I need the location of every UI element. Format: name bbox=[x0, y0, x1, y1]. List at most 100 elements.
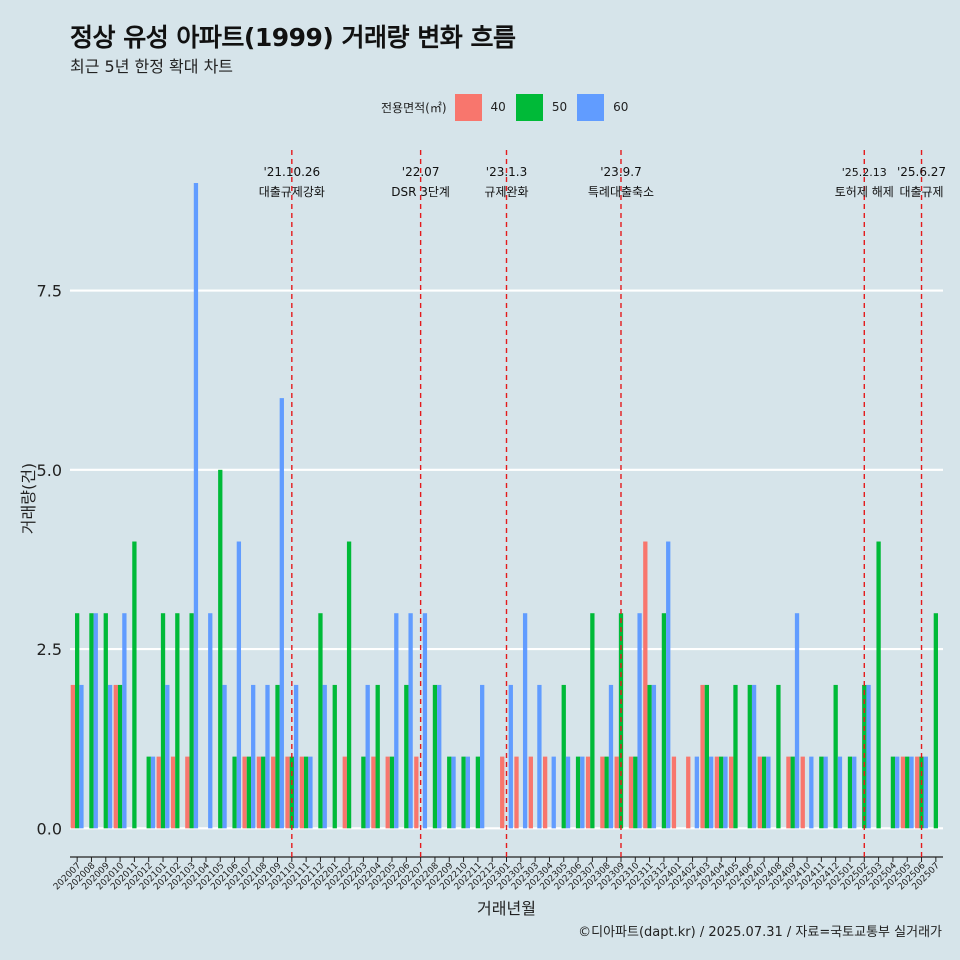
bar-60-202311 bbox=[651, 684, 657, 829]
bar-50-202307 bbox=[590, 613, 595, 829]
bar-50-202203 bbox=[361, 756, 366, 829]
bar-50-202111 bbox=[303, 756, 309, 829]
event-date: '21.10.26 bbox=[263, 165, 320, 179]
bar-60-202306 bbox=[580, 756, 585, 829]
bar-50-202009 bbox=[103, 613, 108, 829]
bar-50-202311 bbox=[647, 684, 652, 829]
bar-60-202108 bbox=[265, 684, 270, 829]
bar-60-202106 bbox=[236, 541, 242, 829]
event-label: 토허제 해제 bbox=[835, 185, 894, 199]
bar-40-202309 bbox=[614, 756, 619, 829]
bar-50-202201 bbox=[332, 684, 337, 829]
bar-40-202103 bbox=[185, 756, 190, 829]
bar-50-202106 bbox=[232, 756, 237, 829]
bar-60-202301 bbox=[508, 684, 513, 829]
bar-60-202310 bbox=[637, 613, 642, 829]
legend-item-40: 40 bbox=[454, 93, 506, 121]
bar-50-202308 bbox=[604, 756, 609, 829]
bar-40-202404 bbox=[714, 756, 720, 829]
bar-50-202405 bbox=[733, 684, 738, 829]
bar-40-202308 bbox=[600, 756, 605, 829]
y-tick-label: 5.0 bbox=[37, 461, 62, 480]
bar-40-202202 bbox=[342, 756, 347, 829]
bar-50-202102 bbox=[175, 613, 180, 829]
bar-40-202506 bbox=[915, 756, 920, 829]
bar-50-202312 bbox=[661, 613, 667, 829]
y-tick-label: 0.0 bbox=[37, 819, 62, 838]
bar-60-202103 bbox=[193, 183, 199, 829]
bar-60-202209 bbox=[451, 756, 456, 829]
bar-40-202307 bbox=[585, 756, 591, 829]
bar-60-202111 bbox=[308, 756, 313, 829]
bar-60-202308 bbox=[608, 684, 614, 829]
bar-60-202211 bbox=[480, 684, 485, 829]
bar-40-202301 bbox=[500, 756, 505, 829]
bar-60-202207 bbox=[422, 613, 428, 829]
event-label: 특례대출축소 bbox=[588, 185, 654, 199]
source-caption: ©디아파트(dapt.kr) / 2025.07.31 / 자료=국토교통부 실… bbox=[578, 925, 942, 940]
legend-swatch-60 bbox=[577, 93, 605, 121]
bar-40-202101 bbox=[156, 756, 161, 829]
bar-60-202402 bbox=[694, 756, 699, 829]
bar-60-202303 bbox=[537, 684, 542, 829]
bar-50-202507 bbox=[933, 613, 938, 829]
bar-40-202310 bbox=[628, 756, 634, 829]
event-label: 대출규제강화 bbox=[259, 185, 325, 199]
bar-50-202412 bbox=[833, 684, 838, 829]
bar-60-202110 bbox=[293, 684, 299, 829]
bar-50-202403 bbox=[704, 684, 710, 829]
bar-60-202107 bbox=[251, 684, 256, 829]
bar-60-202009 bbox=[107, 684, 113, 829]
bar-60-202302 bbox=[522, 613, 528, 829]
event-label: DSR 3단계 bbox=[391, 185, 450, 199]
bar-60-202505 bbox=[909, 756, 914, 829]
bar-60-202206 bbox=[408, 613, 413, 829]
bar-50-202012 bbox=[146, 756, 151, 829]
event-date: '25.6.27 bbox=[897, 165, 946, 179]
bar-40-202405 bbox=[729, 756, 734, 829]
legend-item-60: 60 bbox=[577, 93, 629, 121]
bar-50-202108 bbox=[261, 756, 266, 829]
legend-label-60: 60 bbox=[613, 100, 629, 114]
bar-60-202205 bbox=[394, 613, 399, 829]
bar-40-202505 bbox=[900, 756, 906, 829]
bar-50-202202 bbox=[346, 541, 352, 829]
bar-50-202306 bbox=[575, 756, 581, 829]
bar-40-202204 bbox=[371, 756, 376, 829]
event-date: '23.9.7 bbox=[600, 165, 641, 179]
bar-50-202407 bbox=[761, 756, 767, 829]
event-date: '22.07 bbox=[402, 165, 440, 179]
bar-50-202011 bbox=[132, 541, 137, 829]
bar-40-202109 bbox=[271, 756, 276, 829]
bar-40-202107 bbox=[242, 756, 247, 829]
bar-60-202409 bbox=[794, 613, 800, 829]
legend-label-40: 40 bbox=[490, 100, 506, 114]
bar-40-202407 bbox=[757, 756, 762, 829]
x-axis-title: 거래년월 bbox=[477, 899, 536, 918]
bar-40-202010 bbox=[113, 684, 118, 829]
bar-50-202103 bbox=[189, 613, 194, 829]
bar-50-202010 bbox=[117, 684, 123, 829]
bar-50-202008 bbox=[89, 613, 94, 829]
y-tick-label: 2.5 bbox=[37, 640, 62, 659]
chart-subtitle: 최근 5년 한정 확대 차트 bbox=[70, 57, 234, 76]
bar-50-202409 bbox=[790, 756, 795, 829]
bar-40-202110 bbox=[285, 756, 290, 829]
bar-50-202112 bbox=[318, 613, 323, 829]
bar-50-202007 bbox=[75, 613, 80, 829]
bar-60-202410 bbox=[809, 756, 814, 829]
bar-60-202406 bbox=[751, 684, 757, 829]
bar-60-202012 bbox=[150, 756, 156, 829]
bar-60-202411 bbox=[823, 756, 828, 829]
event-label: 규제완화 bbox=[484, 185, 528, 199]
bar-50-202208 bbox=[432, 684, 438, 829]
bar-40-202302 bbox=[514, 756, 519, 829]
bar-50-202404 bbox=[719, 756, 724, 829]
chart-title: 정상 유성 아파트(1999) 거래량 변화 흐름 bbox=[70, 23, 516, 52]
bar-60-202407 bbox=[766, 756, 771, 829]
bar-40-202409 bbox=[786, 756, 791, 829]
bar-50-202204 bbox=[375, 684, 380, 829]
legend-title: 전용면적(㎡) bbox=[381, 100, 447, 115]
bar-50-202503 bbox=[876, 541, 881, 829]
